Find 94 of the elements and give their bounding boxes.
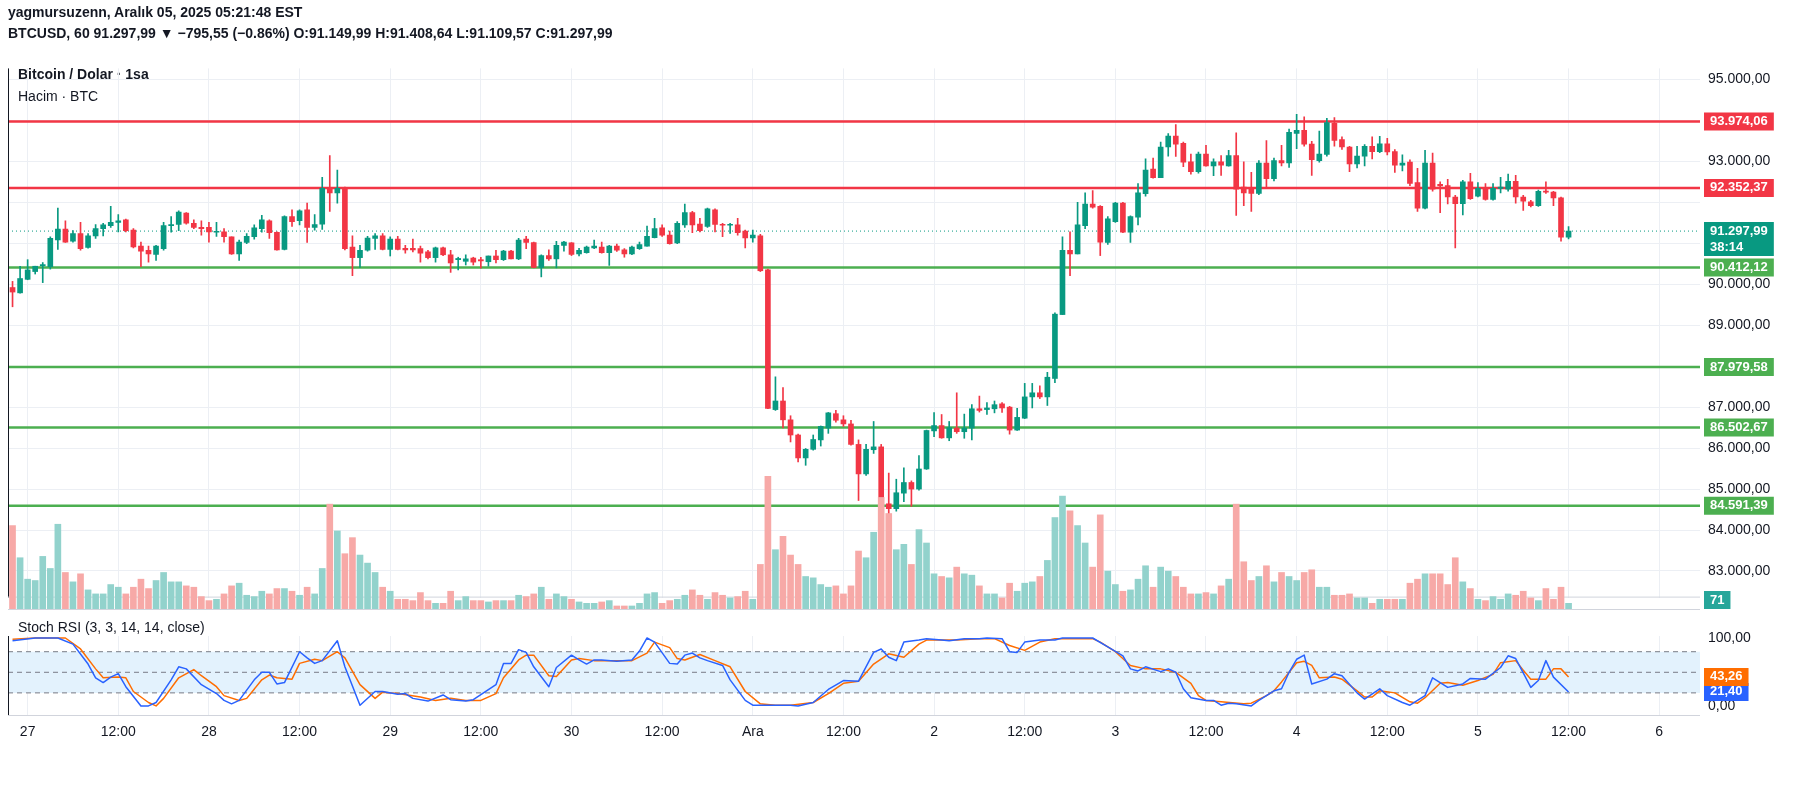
bar [1278,572,1285,610]
bar [605,600,613,610]
x-tick-label: 12:00 [463,723,499,740]
bar [772,549,779,610]
bar [749,598,757,610]
bar [953,566,961,610]
candlestick [591,239,597,249]
x-tick-label: 30 [563,723,580,740]
text: 71 [1710,591,1725,607]
x-tick-label: 27 [19,723,36,740]
candlestick [455,256,462,271]
x-tick-label: 12:00 [100,723,137,740]
bar [945,577,953,610]
y-tick-label: 89.000,00 [1708,316,1771,333]
bar [1459,581,1467,610]
y-tick-label: 100,00 [1708,628,1752,645]
x-tick-label: 12:00 [1188,723,1224,740]
y-tick-label: 90.000,00 [1708,275,1771,292]
text: 43,26 [1710,668,1743,684]
y-tick-label: 93.000,00 [1708,152,1771,169]
bar [281,588,288,610]
x-tick-label: 6 [1655,723,1664,740]
bar [537,586,545,610]
bar [296,594,303,610]
candlestick [1452,195,1459,249]
x-tick-label: 12:00 [1551,723,1587,740]
x-tick-label: 12:00 [644,723,680,740]
bar [500,600,507,610]
bar [326,503,334,610]
bar [1399,598,1406,610]
bar [9,525,16,610]
y-tick-label: 86.000,00 [1708,438,1771,455]
candlestick [1029,383,1036,409]
y-tick-label: 84.000,00 [1708,520,1771,537]
x-tick-label: 28 [201,723,217,740]
chart-title: Bitcoin / Dolar · 1sa [18,66,149,82]
y-tick-label: 83.000,00 [1708,561,1771,578]
x-tick-label: 12:00 [1369,723,1406,740]
bar [568,598,575,610]
bar [1225,578,1232,610]
candlestick [953,392,960,434]
bar [386,590,394,610]
x-tick-label: 5 [1474,723,1483,740]
bar [1210,593,1217,610]
x-tick-label: 3 [1111,723,1120,740]
y-tick-label: 85.000,00 [1708,479,1771,496]
bar [77,573,84,610]
candlestick [1218,155,1224,176]
candlestick [478,256,484,269]
ref-line-label: 87.979,58 [1710,358,1768,374]
text: 21,40 [1710,683,1743,699]
y-tick-label: 95.000,00 [1708,70,1771,87]
candlestick [961,413,968,439]
ref-line-label: 91.297,99 38:14 [1710,222,1768,254]
x-tick-label: 12:00 [1007,723,1043,740]
text: Hacim · BTC [18,88,99,104]
bar [213,598,220,610]
bar [515,594,522,610]
text: yagmursuzenn, Aralık 05, 2025 05:21:48 EST [8,3,304,22]
y-tick-label: 87.000,00 [1708,398,1771,414]
candlestick [984,402,990,415]
ref-line-label: 86.502,67 [1710,419,1768,435]
candlestick [1316,130,1323,163]
candlestick [372,233,378,250]
bar [1376,598,1384,610]
x-tick-label: 12:00 [282,723,318,740]
bar [1467,588,1474,610]
bar [334,530,341,610]
ref-line-label: 90.412,12 [1710,258,1768,274]
x-tick-label: Ara [741,723,764,740]
bar [976,585,983,610]
bar [1263,565,1270,610]
x-tick-label: 4 [1292,723,1301,740]
text: BTCUSD, 60 91.297,99 ▼ −795,55 (−0.86%) O:91.149,99 H:91.408,64 L:91.109,57 C:91.297,99 [8,24,613,43]
bar [1535,600,1542,610]
candlestick [138,241,144,267]
chart-title: Stoch RSI (3, 3, 14, 14, close) [18,619,205,635]
bar [1195,593,1202,610]
ref-line-label: 92.352,37 [1710,179,1768,195]
bar [62,572,69,610]
bar [379,586,386,610]
candlestick [1067,231,1073,276]
bar [908,564,915,610]
ref-line-label: 93.974,06 [1710,113,1768,129]
bar [1482,600,1489,610]
x-tick-label: 29 [382,723,399,740]
x-tick-label: 12:00 [825,723,862,740]
ref-line-label: 84.591,39 [1710,497,1768,513]
candlestick [931,412,937,437]
bar [938,576,945,610]
bar [1036,576,1044,610]
bar [704,598,711,610]
x-tick-label: 2 [930,723,939,740]
candlestick [410,238,416,253]
